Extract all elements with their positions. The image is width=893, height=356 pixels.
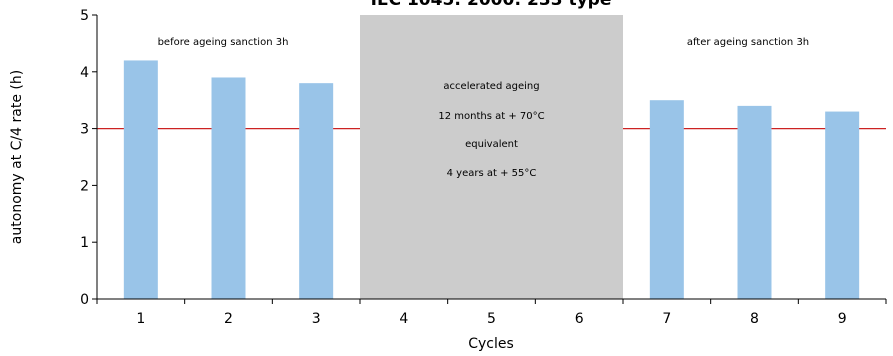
chart-title: IEC 1045: 2000: 233 type [371,0,612,10]
x-tick-label: 4 [399,311,408,327]
x-tick-label: 9 [838,311,847,327]
x-tick-label: 5 [487,311,496,327]
shaded-region-text: 4 years at + 55°C [447,168,537,179]
y-tick-label: 4 [80,65,89,81]
y-axis-title: autonomy at C/4 rate (h) [9,70,25,244]
shaded-region-text: equivalent [465,139,518,150]
x-tick-label: 6 [575,311,584,327]
x-tick-label: 1 [136,311,145,327]
x-tick-label: 7 [662,311,671,327]
bar [123,60,158,299]
bar [649,100,684,299]
x-axis-title: Cycles [468,336,514,352]
y-tick-label: 3 [80,122,89,138]
x-tick-label: 2 [224,311,233,327]
shaded-region-text: accelerated ageing [443,81,539,92]
bar [825,111,860,299]
shaded-region-text: 12 months at + 70°C [438,111,544,122]
bar [211,77,246,299]
after-ageing-annotation: after ageing sanction 3h [687,37,809,48]
x-tick-label: 3 [312,311,321,327]
before-ageing-annotation: before ageing sanction 3h [158,37,289,48]
accelerated-ageing-region [360,15,623,299]
y-tick-label: 5 [80,8,89,24]
y-tick-label: 2 [80,178,89,194]
bar [737,105,772,299]
y-tick-label: 1 [80,235,89,251]
x-tick-label: 8 [750,311,759,327]
bar [299,83,334,299]
y-tick-label: 0 [80,292,89,308]
